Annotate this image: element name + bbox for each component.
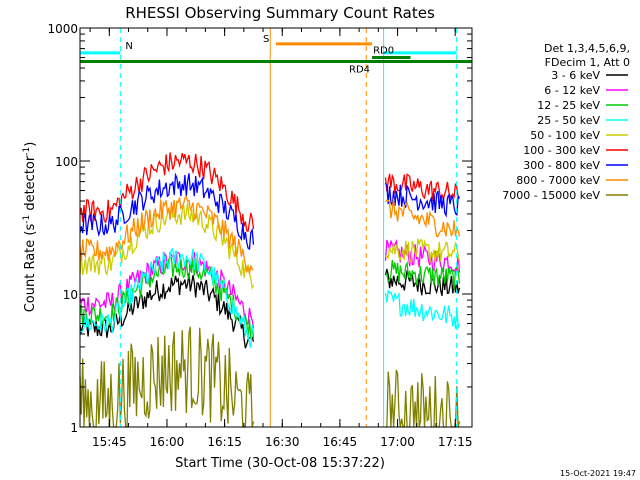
legend-entry-label: 3 - 6 keV (551, 69, 600, 82)
x-tick-label: 17:00 (380, 435, 415, 449)
x-axis-label: Start Time (30-Oct-08 15:37:22) (175, 456, 385, 471)
series-line (384, 268, 461, 296)
x-tick-label: 17:15 (438, 435, 473, 449)
x-tick-label: 16:30 (265, 435, 300, 449)
series-line (385, 259, 461, 290)
legend-entry-label: 800 - 7000 keV (516, 174, 600, 187)
legend-header-1: Det 1,3,4,5,6,9, (544, 42, 630, 55)
series-line (79, 195, 254, 274)
x-tick-label: 16:15 (207, 435, 242, 449)
series-line (79, 247, 255, 348)
legend-entry-label: 100 - 300 keV (523, 144, 600, 157)
y-axis: 1 10 100 1000 (47, 22, 472, 435)
series-line (79, 202, 255, 290)
legend: 3 - 6 keV 6 - 12 keV 12 - 25 keV 25 - 50 ke… (502, 69, 628, 202)
saa-label: S (263, 34, 269, 45)
x-axis: 15:45 16:00 16:15 16:30 16:45 17:00 17:15 (89, 28, 473, 449)
y-tick-label: 1 (70, 421, 78, 435)
night-label: N (125, 41, 132, 52)
legend-entry-label: 6 - 12 keV (544, 84, 600, 97)
footer-timestamp: 15-Oct-2021 19:47 (560, 469, 636, 478)
rd0-label: RD0 (373, 46, 394, 57)
series-line (384, 198, 461, 238)
y-tick-label: 1000 (47, 22, 78, 36)
series-line (79, 326, 255, 428)
legend-entry-label: 50 - 100 keV (530, 129, 600, 142)
legend-entry-label: 7000 - 15000 keV (502, 189, 600, 202)
series-line (384, 289, 461, 329)
series-line (385, 238, 461, 263)
series-line (384, 173, 460, 202)
series-line (385, 369, 461, 428)
series-line (79, 152, 255, 232)
x-tick-label: 16:00 (150, 435, 185, 449)
y-tick-label: 100 (55, 155, 78, 169)
chart-title: RHESSI Observing Summary Count Rates (125, 4, 435, 22)
legend-header-2: FDecim 1, Att 0 (545, 56, 630, 69)
series-line (384, 182, 461, 218)
series-line (79, 272, 255, 349)
series-line (79, 172, 255, 251)
x-tick-label: 16:45 (323, 435, 358, 449)
legend-entry-label: 25 - 50 keV (537, 114, 600, 127)
y-tick-label: 10 (63, 288, 78, 302)
y-axis-label: Count Rate (s-1 detector-1) (22, 142, 38, 313)
plot-frame (79, 27, 473, 428)
rd4-label: RD4 (349, 64, 370, 75)
legend-entry-label: 12 - 25 keV (537, 99, 600, 112)
legend-entry-label: 300 - 800 keV (523, 159, 600, 172)
x-tick-label: 15:45 (92, 435, 127, 449)
